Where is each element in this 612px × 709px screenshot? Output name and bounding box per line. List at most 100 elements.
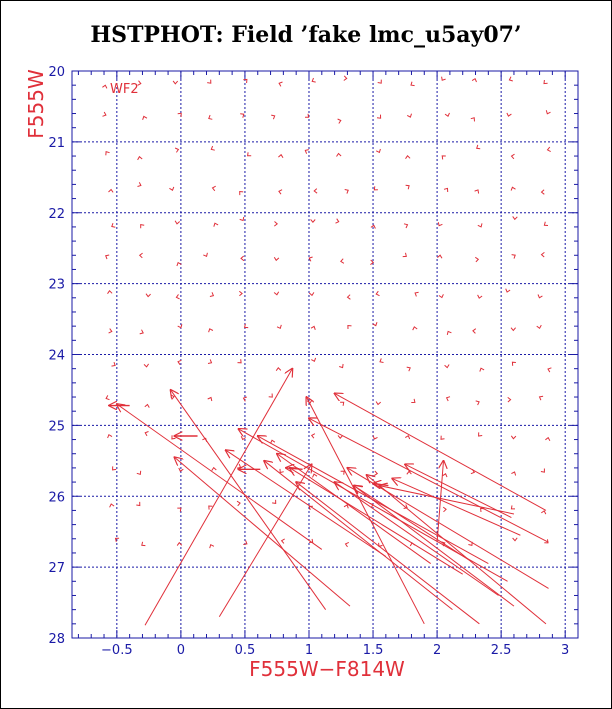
small-arrow-marker	[373, 186, 378, 191]
small-arrow-marker	[137, 182, 142, 187]
small-arrow-marker	[170, 394, 175, 400]
small-arrow-marker	[236, 500, 241, 507]
small-arrow-marker	[444, 112, 450, 117]
small-arrow-marker	[137, 80, 142, 86]
small-arrow-marker	[247, 152, 252, 157]
small-arrow-marker	[178, 467, 184, 472]
small-arrow-marker	[512, 537, 518, 542]
small-arrow-marker	[475, 256, 480, 263]
small-arrow-marker	[275, 367, 282, 371]
vector-arrow	[226, 450, 387, 557]
vector-arrow	[405, 464, 512, 518]
small-arrow-marker	[308, 505, 313, 511]
small-arrow-marker	[376, 114, 382, 119]
small-arrow-marker	[169, 186, 175, 191]
small-arrow-marker	[108, 188, 114, 193]
small-arrow-marker	[347, 324, 352, 330]
small-arrow-marker	[209, 292, 215, 297]
small-arrow-marker	[279, 468, 284, 474]
axis-layer: −0.5 0 0.5 1 1.5 2 2.5 3 20 21 22 23 24 25 26 27 28	[48, 65, 579, 658]
small-arrow-marker	[143, 363, 150, 368]
small-arrow-marker	[240, 435, 246, 441]
small-arrow-marker	[505, 288, 511, 293]
small-arrow-marker	[375, 290, 380, 297]
small-arrow-marker	[145, 293, 151, 298]
small-arrow-marker	[243, 540, 248, 545]
small-arrow-marker	[210, 145, 215, 151]
small-arrow-marker	[375, 401, 382, 406]
vector-arrow	[296, 482, 480, 625]
small-arrow-marker	[511, 471, 517, 476]
small-arrow-marker	[444, 364, 450, 369]
small-arrow-marker	[406, 470, 412, 475]
small-arrow-marker	[406, 113, 412, 118]
small-arrow-marker	[141, 541, 146, 547]
small-arrow-marker	[344, 541, 350, 548]
short-vector-arrow	[286, 468, 303, 469]
small-arrow-marker	[105, 254, 110, 260]
small-arrow-marker	[370, 259, 375, 265]
small-arrow-marker	[510, 505, 515, 510]
small-arrow-marker	[441, 76, 446, 81]
vector-arrow	[335, 482, 499, 596]
vector-arrow	[258, 436, 489, 565]
small-arrow-marker	[370, 224, 376, 229]
small-arrow-marker	[273, 221, 278, 227]
small-arrow-marker	[109, 503, 115, 508]
small-arrow-marker	[470, 117, 475, 122]
small-arrow-marker	[379, 358, 384, 363]
small-arrow-marker	[177, 324, 183, 329]
small-arrow-marker	[511, 254, 516, 259]
x-tick-label: 2	[433, 643, 441, 658]
x-tick-label: 1.5	[363, 643, 384, 658]
y-tick-label: 22	[48, 207, 65, 222]
small-arrow-marker	[410, 81, 415, 87]
small-arrow-marker	[237, 359, 242, 364]
small-arrow-marker	[174, 147, 180, 153]
small-arrow-marker	[471, 77, 477, 83]
small-arrow-marker	[278, 153, 284, 159]
small-arrow-marker	[340, 258, 345, 264]
small-arrow-marker	[544, 539, 549, 544]
small-arrow-marker	[374, 470, 379, 477]
small-arrow-marker	[239, 190, 244, 196]
small-arrow-marker	[238, 290, 243, 297]
small-arrow-marker	[177, 359, 182, 365]
chart-title: HSTPHOT: Field ’fake lmc_u5ay07’	[90, 22, 522, 48]
small-arrow-marker	[136, 501, 141, 507]
vector-arrow	[436, 461, 443, 543]
small-arrow-marker	[437, 222, 443, 227]
vector-arrow	[277, 454, 431, 564]
x-tick-label: 1	[305, 643, 313, 658]
small-arrow-marker	[440, 435, 445, 440]
x-tick-label: −0.5	[101, 643, 133, 658]
small-arrow-marker	[543, 79, 548, 85]
small-arrow-marker	[477, 294, 483, 299]
small-arrow-marker	[540, 189, 545, 195]
small-arrow-marker	[136, 470, 142, 476]
small-arrow-marker	[172, 80, 179, 85]
small-arrow-marker	[311, 77, 316, 83]
small-arrow-marker	[273, 291, 280, 296]
small-arrow-marker	[506, 112, 512, 117]
small-arrow-marker	[541, 510, 547, 515]
small-arrow-marker	[174, 220, 181, 225]
small-arrow-marker	[510, 435, 517, 440]
small-arrow-marker	[340, 401, 345, 406]
vector-arrow	[335, 393, 547, 511]
small-arrow-marker	[443, 187, 449, 193]
small-arrow-marker	[337, 118, 342, 124]
small-arrow-marker	[344, 189, 349, 194]
y-axis-title: F555W	[24, 69, 48, 139]
small-arrow-marker	[546, 146, 551, 153]
small-arrow-marker	[278, 81, 283, 87]
small-arrow-marker	[176, 261, 182, 267]
small-arrow-marker	[474, 189, 480, 194]
y-tick-label: 27	[48, 561, 65, 576]
small-arrow-marker	[479, 367, 485, 372]
y-tick-label: 23	[48, 278, 65, 293]
small-arrow-marker	[377, 79, 382, 84]
small-arrow-marker	[272, 499, 277, 504]
small-arrow-marker	[403, 223, 409, 229]
small-arrow-layer	[102, 75, 552, 549]
